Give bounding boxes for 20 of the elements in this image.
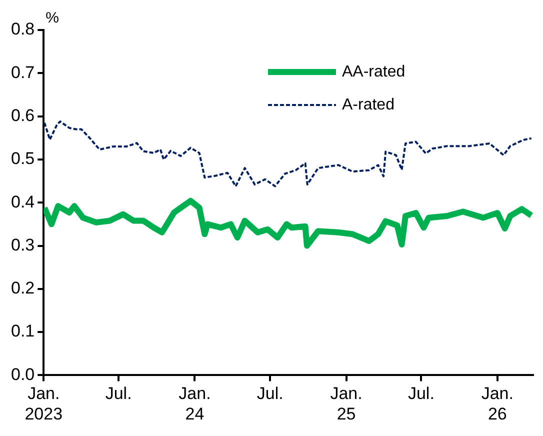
y-tick-label: 0.8 — [10, 20, 35, 39]
y-tick-label: 0.4 — [10, 192, 35, 212]
x-tick-label: Jul. — [256, 384, 284, 404]
legend-label: AA-rated — [342, 63, 406, 80]
x-tick-label: Jan. 2023 — [24, 384, 63, 424]
y-tick-label: 0.1 — [10, 322, 35, 341]
x-tick-label: Jan. 25 — [330, 384, 362, 424]
line-series — [44, 120, 532, 188]
y-tick-label: 0.3 — [10, 235, 35, 254]
y-tick-label: 0.2 — [10, 278, 35, 298]
y-tick-label: 0.0 — [10, 364, 35, 384]
y-tick-label: 0.7 — [10, 62, 35, 82]
x-tick-label: Jan. 26 — [481, 384, 514, 424]
y-tick-label: 0.5 — [10, 149, 35, 168]
y-axis-title: % — [46, 10, 59, 27]
x-tick-label: Jul. — [408, 384, 434, 404]
x-tick-label: Jan. 24 — [178, 384, 211, 424]
y-tick-label: 0.6 — [10, 106, 35, 125]
x-tick-label: Jul. — [105, 384, 132, 404]
legend-label: A-rated — [342, 96, 394, 114]
